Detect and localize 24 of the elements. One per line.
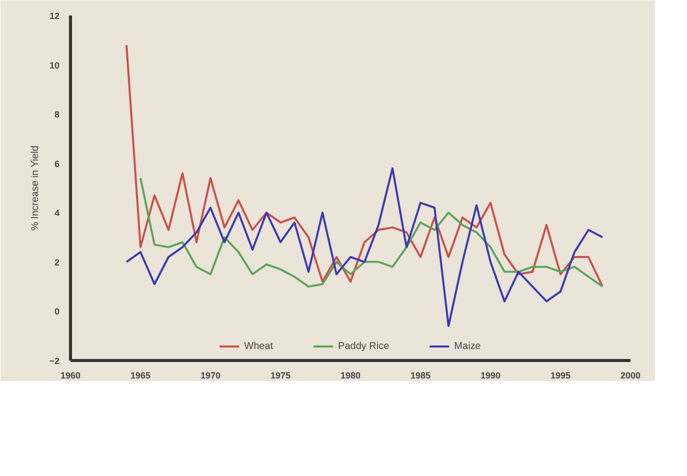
y-tick-label: 8 bbox=[54, 110, 60, 120]
y-tick-label: 10 bbox=[49, 60, 60, 70]
x-tick-label: 1995 bbox=[550, 370, 571, 380]
x-tick-label: 1960 bbox=[60, 370, 81, 380]
line-series bbox=[126, 44, 604, 288]
x-tick-label: 1985 bbox=[410, 370, 431, 380]
y-tick-label: 12 bbox=[49, 11, 60, 21]
legend-label: Wheat bbox=[244, 340, 274, 352]
x-tick-label: 1970 bbox=[200, 370, 221, 380]
y-tick-label: 4 bbox=[54, 208, 60, 218]
legend-label: Maize bbox=[454, 340, 481, 352]
line-series bbox=[140, 177, 604, 288]
x-tick-label: 2000 bbox=[620, 370, 641, 380]
y-tick-label: −2 bbox=[49, 356, 60, 366]
y-tick-label: 0 bbox=[54, 306, 60, 317]
x-tick-label: 1965 bbox=[130, 370, 151, 380]
line-series bbox=[126, 167, 604, 327]
x-tick-label: 1980 bbox=[340, 370, 361, 380]
x-tick-label: 1975 bbox=[270, 370, 291, 380]
y-axis-title: % Increase in Yield bbox=[30, 146, 42, 231]
y-tick-label: 6 bbox=[54, 158, 60, 169]
x-tick-label: 1990 bbox=[480, 370, 501, 380]
legend-label: Paddy Rice bbox=[338, 340, 390, 352]
y-tick-label: 2 bbox=[54, 257, 60, 268]
